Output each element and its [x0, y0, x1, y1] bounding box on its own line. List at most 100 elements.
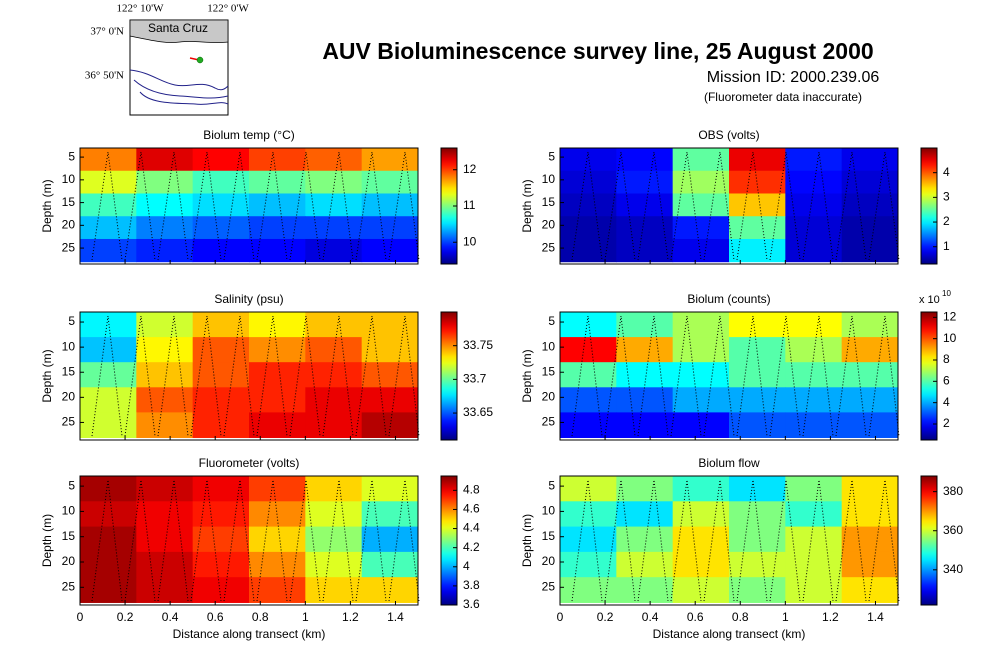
y-tick-label: 10 [62, 172, 76, 186]
heatmap-cell [785, 412, 843, 438]
heatmap-cell [80, 238, 137, 263]
heatmap-cell [305, 476, 363, 502]
map-place-label: Santa Cruz [148, 21, 208, 35]
map-lat-label: 37° 0'N [90, 26, 124, 38]
y-tick-label: 20 [542, 554, 556, 568]
heatmap-cell [136, 148, 194, 172]
heatmap-cell [729, 337, 786, 363]
colorbar-tick-label: 380 [943, 484, 963, 498]
heatmap-cell [249, 337, 306, 363]
heatmap-cell [192, 577, 250, 603]
heatmap-cell [136, 387, 194, 413]
heatmap-cell [361, 312, 419, 338]
heatmap-cell [616, 312, 674, 338]
y-tick-label: 15 [542, 195, 556, 209]
heatmap-cell [305, 362, 363, 388]
x-tick-label: 1.2 [342, 610, 359, 624]
map-site [196, 56, 204, 64]
heatmap-cell [560, 337, 617, 363]
colorbar-tick-label: 33.75 [463, 338, 493, 352]
colorbar-tick-label: 33.7 [463, 372, 487, 386]
heatmap-cell [361, 412, 419, 438]
heatmap-cell [560, 312, 617, 338]
heatmap-cell [305, 551, 363, 578]
heatmap-cell [249, 312, 306, 338]
heatmap-cell [785, 170, 843, 194]
heatmap-cell [192, 387, 250, 413]
heatmap-cell [841, 362, 899, 388]
panel: Fluorometer (volts) 5 10 15 20 25 0 0.2 0.4 0.6 0.… [40, 456, 480, 641]
heatmap-cell [192, 216, 250, 240]
heatmap-cell [672, 551, 730, 578]
heatmap-cell [560, 170, 617, 194]
colorbar-tick-label: 3.8 [463, 578, 480, 592]
heatmap-cell [249, 577, 306, 603]
y-tick-label: 20 [62, 218, 76, 232]
heatmap-cell [80, 170, 137, 194]
heatmap-cell [80, 577, 137, 603]
plot-frame [79, 311, 419, 441]
map-lon-label: 122° 0'W [207, 3, 249, 15]
heatmap-cell [136, 577, 194, 603]
heatmap-cell [136, 362, 194, 388]
panel: OBS (volts) 5 10 15 20 25 Depth (m) 1 2 3 4 [520, 128, 950, 265]
heatmap-cell [729, 526, 786, 553]
colorbar [920, 311, 938, 441]
heatmap-cell [560, 501, 617, 528]
heatmap-cell [80, 476, 137, 502]
heatmap-cell [785, 551, 843, 578]
y-tick-label: 5 [548, 149, 555, 163]
colorbar-tick-label: 8 [943, 352, 950, 366]
heatmap-cell [616, 216, 674, 240]
heatmap-cell [136, 170, 194, 194]
x-tick-label: 0.2 [597, 610, 614, 624]
heatmap-cell [305, 387, 363, 413]
x-tick-label: 0.8 [252, 610, 269, 624]
y-tick-label: 10 [542, 172, 556, 186]
heatmap-cell [672, 526, 730, 553]
y-tick-label: 15 [62, 364, 76, 378]
colorbar-tick-label: 4 [943, 165, 950, 179]
heatmap-cell [841, 412, 899, 438]
heatmap-cell [785, 216, 843, 240]
heatmap-cell [80, 501, 137, 528]
figure-subtitle: Mission ID: 2000.239.06 [707, 69, 880, 86]
panel-title: Salinity (psu) [214, 292, 283, 306]
heatmap-cell [841, 312, 899, 338]
heatmap-cell [560, 238, 617, 263]
colorbar-tick-label: 2 [943, 214, 950, 228]
heatmap-cell [305, 412, 363, 438]
y-tick-label: 15 [542, 364, 556, 378]
map-contour [139, 91, 229, 105]
heatmap-cell [785, 362, 843, 388]
heatmap-cell [672, 238, 730, 263]
heatmap-cell [672, 148, 730, 172]
colorbar [440, 475, 458, 606]
colorbar-tick-label: 33.65 [463, 405, 493, 419]
heatmap-cell [136, 337, 194, 363]
y-tick-label: 20 [62, 390, 76, 404]
heatmap-cell [560, 362, 617, 388]
panel-title: Fluorometer (volts) [199, 456, 300, 470]
y-tick-label: 5 [68, 314, 75, 328]
heatmap-cell [729, 148, 786, 172]
heatmap-cell [80, 526, 137, 553]
colorbar-tick-label: 2 [943, 416, 950, 430]
heatmap-cell [249, 412, 306, 438]
heatmap-cell [192, 170, 250, 194]
heatmap-cell [672, 577, 730, 603]
colorbar-tick-label: 1 [943, 239, 950, 253]
heatmap-cell [841, 577, 899, 603]
heatmap-cell [361, 551, 419, 578]
heatmap-cell [305, 148, 363, 172]
heatmap-cell [729, 193, 786, 217]
heatmap-cell [560, 551, 617, 578]
y-tick-label: 5 [548, 314, 555, 328]
heatmap-cell [192, 412, 250, 438]
heatmap-cell [729, 551, 786, 578]
colorbar-tick-label: 340 [943, 562, 963, 576]
heatmap-cell [560, 387, 617, 413]
heatmap-cell [136, 312, 194, 338]
heatmap-cell [361, 170, 419, 194]
heatmap-cell [192, 362, 250, 388]
